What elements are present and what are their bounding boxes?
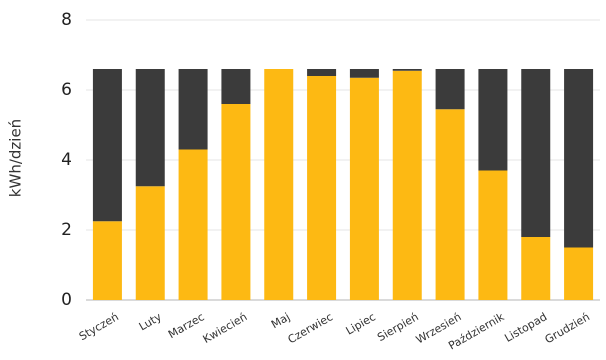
bar-segment-dark-12: [564, 69, 594, 248]
x-tick-label: Kwiecień: [201, 310, 250, 346]
bar-segment-dark-8: [392, 69, 422, 71]
x-tick-label: Czerwiec: [286, 310, 335, 346]
bar-segment-yellow-6: [307, 76, 337, 300]
bar-segment-yellow-7: [349, 77, 379, 300]
bar-segment-dark-11: [521, 69, 551, 237]
y-axis-label: kWh/dzień: [7, 119, 25, 197]
bar-segment-yellow-8: [392, 70, 422, 300]
bar-segment-dark-2: [135, 69, 165, 187]
bar-segment-yellow-5: [264, 69, 294, 300]
bar-segment-dark-4: [221, 69, 251, 104]
x-tick-label: Grudzień: [543, 310, 592, 346]
bar-segment-yellow-2: [135, 186, 165, 300]
y-tick-label: 6: [61, 80, 72, 100]
gridlines: [86, 19, 600, 301]
y-tick-label: 4: [61, 150, 72, 170]
bar-segment-dark-6: [307, 69, 337, 76]
bar-segment-yellow-11: [521, 237, 551, 300]
x-tick-label: Lipiec: [344, 310, 378, 337]
bar-segment-yellow-12: [564, 247, 594, 300]
bar-segment-dark-10: [478, 69, 508, 171]
bar-segment-dark-7: [349, 69, 379, 78]
bars: [92, 69, 594, 300]
x-tick-label: Styczeń: [77, 310, 121, 343]
bar-segment-yellow-9: [435, 109, 465, 300]
bar-segment-yellow-10: [478, 170, 508, 300]
y-tick-label: 8: [61, 10, 72, 30]
x-tick-label: Listopad: [502, 310, 549, 345]
x-tick-label: Sierpień: [375, 310, 421, 344]
bar-segment-yellow-4: [221, 104, 251, 300]
bar-segment-dark-3: [178, 69, 208, 150]
bar-segment-dark-1: [92, 69, 122, 222]
x-tick-label: Maj: [269, 310, 292, 331]
x-tick-label: Luty: [137, 310, 164, 333]
bar-segment-yellow-1: [92, 221, 122, 300]
y-tick-labels: 0 2 4 6 8: [61, 10, 72, 310]
bar-segment-dark-9: [435, 69, 465, 110]
y-tick-label: 0: [61, 290, 72, 310]
bar-segment-yellow-3: [178, 149, 208, 300]
y-tick-label: 2: [61, 220, 72, 240]
